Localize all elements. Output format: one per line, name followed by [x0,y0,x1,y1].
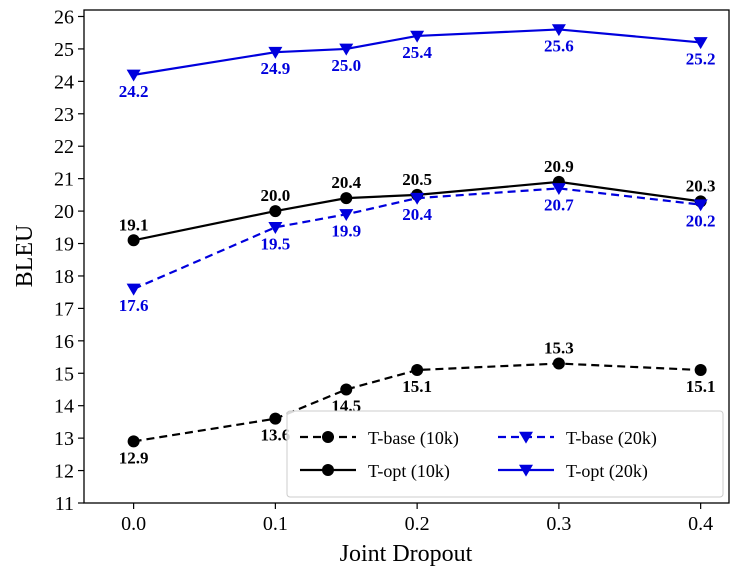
x-tick-label: 0.4 [688,513,713,535]
data-label: 19.1 [119,215,149,234]
y-axis: 11 12 13 14 15 16 17 18 19 20 21 22 23 24 25 26 [54,6,84,515]
data-point [126,69,141,82]
x-tick-label: 0.2 [405,513,430,535]
data-label: 20.5 [402,170,432,189]
y-axis-title: BLEU [12,225,38,288]
y-tick-label: 13 [54,428,74,450]
data-label: 17.6 [119,296,149,315]
data-point [127,435,140,448]
data-label: 20.7 [544,195,574,214]
data-label: 20.9 [544,157,574,176]
legend-entry: T-base (10k) [300,428,459,449]
data-point [410,30,425,43]
y-tick-label: 19 [54,234,74,256]
data-label: 19.9 [331,221,361,240]
x-tick-label: 0.1 [263,513,288,535]
data-label: 20.4 [331,173,361,192]
data-label: 25.4 [402,43,432,62]
y-tick-label: 21 [54,169,74,191]
data-label: 20.4 [402,205,432,224]
x-axis-title: Joint Dropout [340,541,473,567]
data-point [126,283,141,296]
x-tick-label: 0.0 [121,513,146,535]
y-tick-label: 14 [54,396,74,418]
legend-marker [519,464,533,477]
legend-label: T-base (10k) [368,428,459,449]
legend-entry: T-opt (20k) [498,461,648,482]
y-tick-label: 24 [54,71,74,93]
data-point [339,209,354,221]
y-tick-label: 12 [54,461,74,483]
data-point [269,205,282,218]
data-label: 15.3 [544,339,574,358]
y-tick-label: 25 [54,39,74,61]
series-t-base-10k- [127,357,707,448]
data-label: 20.2 [686,212,716,231]
legend-label: T-base (20k) [566,428,657,449]
x-tick-label: 0.3 [546,513,571,535]
y-tick-label: 18 [54,266,74,288]
series-line [133,362,701,443]
data-point [269,412,282,425]
data-label: 20.0 [260,186,290,205]
series-t-opt-20k- [126,24,708,82]
data-label: 19.5 [260,234,290,253]
data-label-layer: 12.913.614.515.115.315.119.120.020.4 20.5… [119,36,716,467]
data-point [340,192,353,205]
data-label: 12.9 [119,448,149,467]
data-point [551,24,566,37]
y-tick-label: 15 [54,363,74,385]
data-label: 13.6 [260,426,290,445]
y-tick-label: 22 [54,136,74,158]
legend: T-base (10k) T-base (20k) T-opt (10k) T-opt… [286,410,724,498]
series-line [133,28,701,76]
data-label: 25.6 [544,36,574,55]
series-line [133,187,701,290]
legend-marker [519,431,533,444]
legend-label: T-opt (20k) [566,461,648,482]
data-label: 25.0 [331,56,361,75]
y-tick-label: 16 [54,331,74,353]
data-point [693,37,708,50]
legend-marker [322,464,334,476]
legend-entry: T-opt (10k) [300,461,450,482]
y-tick-label: 11 [55,493,74,515]
data-point [411,364,424,377]
data-label: 24.2 [119,82,149,101]
y-tick-label: 23 [54,104,74,126]
data-point [268,46,283,59]
data-point [340,383,353,396]
data-label: 15.1 [402,377,432,396]
data-point [339,43,354,56]
data-label: 24.9 [260,59,290,78]
data-point [552,357,565,370]
legend-entry: T-base (20k) [498,428,657,449]
legend-label: T-opt (10k) [368,461,450,482]
series-layer [126,24,708,448]
legend-marker [322,431,334,443]
data-label: 25.2 [686,49,716,68]
series-t-base-20k- [126,183,708,296]
data-point [694,364,707,377]
y-tick-label: 17 [54,298,74,320]
y-tick-label: 26 [54,6,74,28]
data-point [693,199,708,212]
y-tick-label: 20 [54,201,74,223]
data-point [410,192,425,205]
data-point [127,234,140,247]
series-line [133,180,701,242]
data-label: 15.1 [686,377,716,396]
data-label: 20.3 [686,176,716,195]
x-axis: 0.0 0.1 0.2 0.3 0.4 [121,503,713,535]
legend-box [286,410,724,498]
data-point [551,183,566,196]
data-point [268,222,283,234]
